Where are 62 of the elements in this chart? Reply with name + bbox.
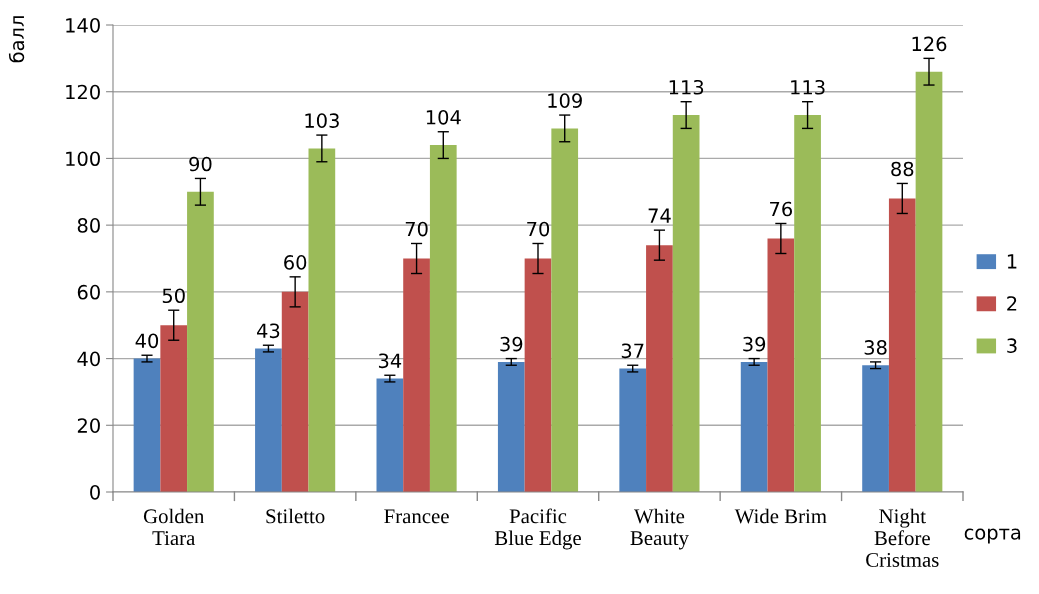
data-label: 104 [426,109,461,125]
y-tick-label: 0 [90,484,100,500]
y-axis-title: балл [8,16,25,63]
data-label: 38 [864,340,887,355]
data-label: 126 [912,36,947,52]
y-tick-label: 80 [77,218,100,233]
x-axis-title: сорта [964,528,1021,544]
data-label: 113 [791,79,825,95]
x-tick-label: Wide Brim [734,508,827,524]
legend-label: 3 [1007,338,1017,353]
bar [767,238,795,492]
bar [794,115,821,492]
data-label: 50 [162,288,185,304]
y-tick-label: 20 [77,418,100,433]
y-tick-label: 100 [66,151,100,167]
data-label: 103 [305,113,339,128]
data-label: 39 [743,336,766,352]
data-label: 74 [648,208,671,223]
data-label: 88 [891,161,914,177]
bar [551,128,579,492]
y-tick-label: 140 [66,17,100,33]
bar [133,358,161,492]
y-tick-label: 40 [77,351,100,367]
data-label: 43 [257,323,280,339]
bar [619,368,647,492]
data-label: 113 [669,79,704,95]
data-label: 39 [500,336,523,352]
bar [255,348,282,492]
bar [187,191,214,492]
data-label: 90 [189,156,212,172]
bar [646,245,673,492]
x-tick-label: Stiletto [266,508,325,524]
y-tick-label: 60 [77,284,100,300]
data-label: 60 [284,255,307,270]
bar [915,71,943,492]
x-tick-label: Night Before Cristmas [866,508,939,567]
bar [308,148,336,492]
bar [376,378,404,492]
x-tick-label: Pacific Blue Edge [494,508,581,550]
bar [429,145,457,492]
bar [524,258,552,492]
x-tick-label: Golden Tiara [143,508,205,546]
bar [497,361,525,492]
data-label: 37 [621,343,644,359]
data-label: 40 [135,333,159,349]
data-label: 70 [527,221,550,237]
data-label: 76 [770,201,792,217]
bar [862,365,889,492]
bar [888,198,916,492]
data-label: 109 [548,93,582,108]
bar [740,361,768,492]
bar [281,291,309,492]
y-tick-label: 120 [66,84,100,100]
x-tick-label: White Beauty [630,508,689,550]
bar [672,115,700,492]
legend-label: 2 [1007,296,1017,311]
bar [403,258,430,492]
data-label: 34 [378,353,402,369]
legend-label: 1 [1007,254,1017,269]
data-label: 70 [405,221,428,237]
x-tick-label: Francee [384,509,449,524]
bar [160,325,188,492]
